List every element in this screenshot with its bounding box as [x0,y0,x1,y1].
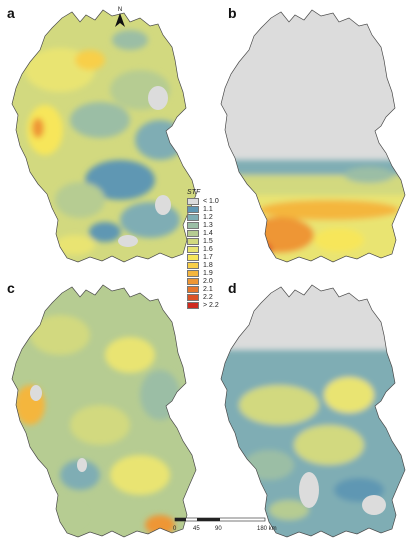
legend-entry: 1.2 [187,213,219,221]
legend-label: 1.1 [203,205,213,213]
legend-swatch [187,229,199,237]
scale-bar-graphic [174,517,266,522]
scale-tick-2: 90 [215,526,222,532]
map-panel-b [209,0,418,275]
legend-label: 2.0 [203,277,213,285]
map-panel-c [0,275,209,550]
legend-label: > 2.2 [203,301,219,309]
legend-label: 1.8 [203,261,213,269]
legend-label: < 1.0 [203,197,219,205]
legend-label: 1.2 [203,213,213,221]
legend-entry: 1.3 [187,221,219,229]
panel-label-d: d [228,280,237,296]
legend-label: 1.7 [203,253,213,261]
legend-swatch [187,277,199,285]
legend-label: 1.3 [203,221,213,229]
map-panel-d [209,275,418,550]
panel-label-b: b [228,5,237,21]
map-legend: STF < 1.0 1.1 1.2 1.3 1.4 1.5 1.6 1.7 1.8 1.9 2.0 2… [187,189,219,309]
legend-swatch [187,245,199,253]
legend-label: 2.1 [203,285,213,293]
legend-entry: 1.4 [187,229,219,237]
legend-entry: 2.0 [187,277,219,285]
legend-label: 2.2 [203,293,213,301]
legend-swatch [187,253,199,261]
legend-swatch [187,285,199,293]
legend-swatch [187,205,199,213]
scale-tick-0: 0 [173,526,177,532]
legend-entry: 2.2 [187,293,219,301]
legend-label: 1.6 [203,245,213,253]
legend-swatch [187,269,199,277]
legend-entry: < 1.0 [187,197,219,205]
legend-swatch [187,293,199,301]
legend-entry: > 2.2 [187,301,219,309]
panel-label-a: a [7,5,15,21]
north-arrow-icon [115,13,125,27]
legend-swatch [187,237,199,245]
legend-entry: 1.9 [187,269,219,277]
scale-bar: 0 45 90 180 km [173,516,283,534]
legend-swatch [187,197,199,205]
north-arrow: N [115,7,125,29]
legend-label: 1.9 [203,269,213,277]
legend-swatch [187,301,199,309]
legend-entry: 1.5 [187,237,219,245]
map-panel-a [0,0,209,275]
legend-entry: 2.1 [187,285,219,293]
scale-tick-3: 180 km [257,526,277,532]
legend-title: STF [187,189,201,196]
legend-entry: 1.7 [187,253,219,261]
legend-swatch [187,221,199,229]
legend-label: 1.4 [203,229,213,237]
legend-label: 1.5 [203,237,213,245]
legend-swatch [187,213,199,221]
scale-tick-1: 45 [193,526,200,532]
north-label: N [117,7,123,13]
panel-label-c: c [7,280,15,296]
legend-entry: 1.6 [187,245,219,253]
legend-entry: 1.8 [187,261,219,269]
legend-entry: 1.1 [187,205,219,213]
legend-swatch [187,261,199,269]
